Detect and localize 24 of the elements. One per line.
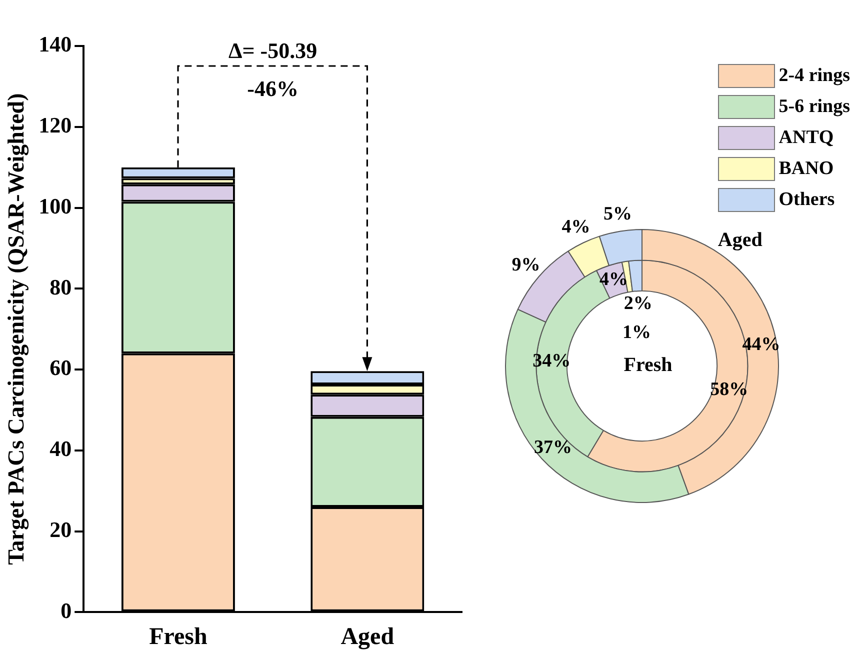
- slice-label: Fresh: [624, 354, 672, 376]
- legend-label: ANTQ: [778, 126, 834, 148]
- legend-label: Others: [778, 188, 835, 210]
- data-label: 1%: [622, 322, 652, 344]
- y-axis-title: Target PACs Carcinogenicity (QSAR-Weighted): [4, 93, 30, 565]
- annotation: Δ= -50.39: [228, 38, 318, 63]
- data-label: 9%: [512, 254, 540, 276]
- y-tick-label: 20: [50, 517, 72, 542]
- legend-label: 2-4 rings: [778, 64, 850, 86]
- y-tick-label: 100: [38, 193, 72, 218]
- y-tick-label: 140: [38, 32, 72, 57]
- slice-label: Aged: [718, 229, 762, 252]
- data-label: 5%: [603, 203, 632, 224]
- y-tick-label: 40: [50, 436, 72, 462]
- data-label: 2%: [624, 292, 652, 314]
- annotation: -46%: [247, 76, 298, 101]
- legend-label: 5-6 rings: [778, 96, 850, 118]
- data-label: 4%: [562, 216, 590, 238]
- y-tick-label: 120: [38, 112, 72, 138]
- y-tick-label: 60: [50, 355, 72, 380]
- data-label: 37%: [534, 437, 572, 458]
- y-tick-label: 0: [60, 598, 72, 623]
- legend-label: BANO: [778, 158, 834, 180]
- y-tick-label: 80: [50, 274, 72, 300]
